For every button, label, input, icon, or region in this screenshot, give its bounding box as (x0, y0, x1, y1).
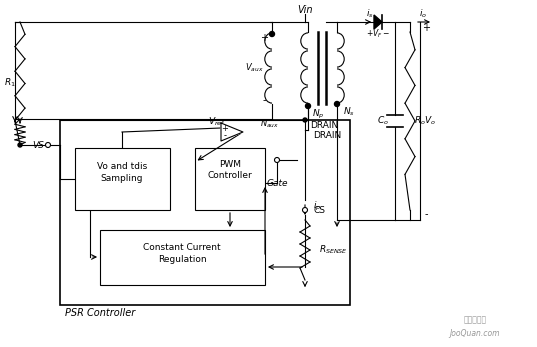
Text: $V_{aux}$: $V_{aux}$ (245, 62, 263, 74)
Bar (60, 120, 350, 305)
Circle shape (335, 102, 339, 107)
Text: $i_o$: $i_o$ (419, 8, 427, 20)
Text: Regulation: Regulation (158, 255, 206, 264)
Bar (100, 230, 265, 285)
Text: Vin: Vin (297, 5, 313, 15)
Text: $N_s$: $N_s$ (343, 106, 355, 118)
Circle shape (46, 143, 50, 147)
Text: $V_o$: $V_o$ (424, 115, 436, 127)
Text: +: + (422, 23, 430, 33)
Bar (75, 148, 170, 210)
Text: 电子发烧友: 电子发烧友 (463, 315, 487, 324)
Text: $N_{aux}$: $N_{aux}$ (260, 118, 280, 130)
Text: $C_o$: $C_o$ (377, 115, 389, 127)
Text: -: - (424, 209, 428, 219)
Text: +: + (260, 33, 268, 43)
Circle shape (270, 32, 274, 36)
Text: Constant Current: Constant Current (143, 244, 221, 253)
Text: $R_{SENSE}$: $R_{SENSE}$ (319, 244, 348, 256)
Text: $i_p$: $i_p$ (313, 200, 321, 213)
Text: $N_p$: $N_p$ (312, 108, 324, 120)
Circle shape (302, 208, 308, 212)
Text: DRAIN: DRAIN (310, 120, 338, 129)
Text: +: + (222, 124, 228, 133)
Text: -: - (223, 132, 227, 141)
Text: -: - (262, 95, 266, 105)
Text: VS: VS (32, 141, 44, 150)
Text: $+  V_F  -$: $+ V_F -$ (366, 28, 390, 40)
Circle shape (274, 158, 279, 162)
Text: Gate: Gate (267, 178, 288, 187)
Text: JooQuan.com: JooQuan.com (450, 329, 500, 338)
Text: $V_{ref}$: $V_{ref}$ (208, 116, 226, 128)
Circle shape (303, 118, 307, 122)
Text: PWM: PWM (219, 160, 241, 169)
Text: Vo and tdis: Vo and tdis (97, 161, 147, 170)
Text: $R_1$: $R_1$ (4, 77, 16, 89)
Text: $R_o$: $R_o$ (414, 115, 426, 127)
Text: Sampling: Sampling (101, 174, 143, 183)
Polygon shape (221, 123, 243, 141)
Text: PSR Controller: PSR Controller (65, 308, 135, 318)
Text: $i_s$: $i_s$ (366, 8, 374, 20)
Circle shape (306, 103, 310, 109)
Circle shape (18, 143, 22, 147)
Text: Controller: Controller (208, 170, 252, 179)
Polygon shape (374, 15, 382, 29)
Bar (195, 148, 265, 210)
Text: DRAIN: DRAIN (313, 130, 341, 139)
Text: CS: CS (313, 205, 325, 214)
